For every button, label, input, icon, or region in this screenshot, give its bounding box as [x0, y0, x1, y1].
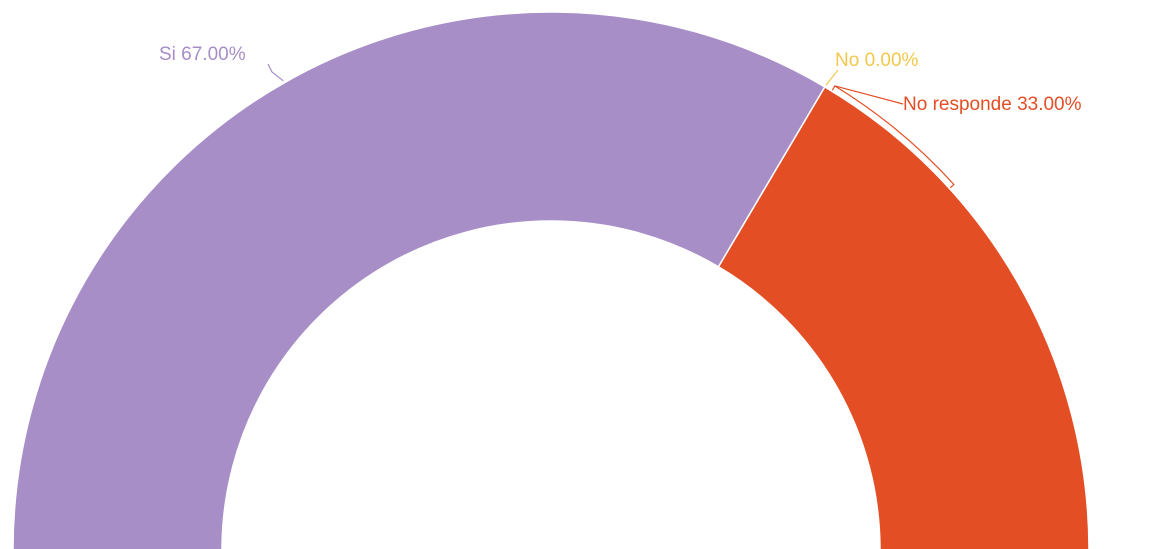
- leader-line-no-responde: [834, 85, 904, 105]
- slices-group: [12, 11, 1090, 549]
- label-no: No 0.00%: [835, 50, 919, 71]
- slice-si[interactable]: [12, 11, 826, 549]
- leader-line-no: [825, 69, 839, 86]
- label-si: Si 67.00%: [159, 44, 246, 65]
- leader-lines-group: [267, 63, 955, 189]
- slice-no-responde[interactable]: [717, 85, 1090, 549]
- label-no-responde: No responde 33.00%: [903, 94, 1082, 115]
- leader-line-si: [267, 63, 284, 82]
